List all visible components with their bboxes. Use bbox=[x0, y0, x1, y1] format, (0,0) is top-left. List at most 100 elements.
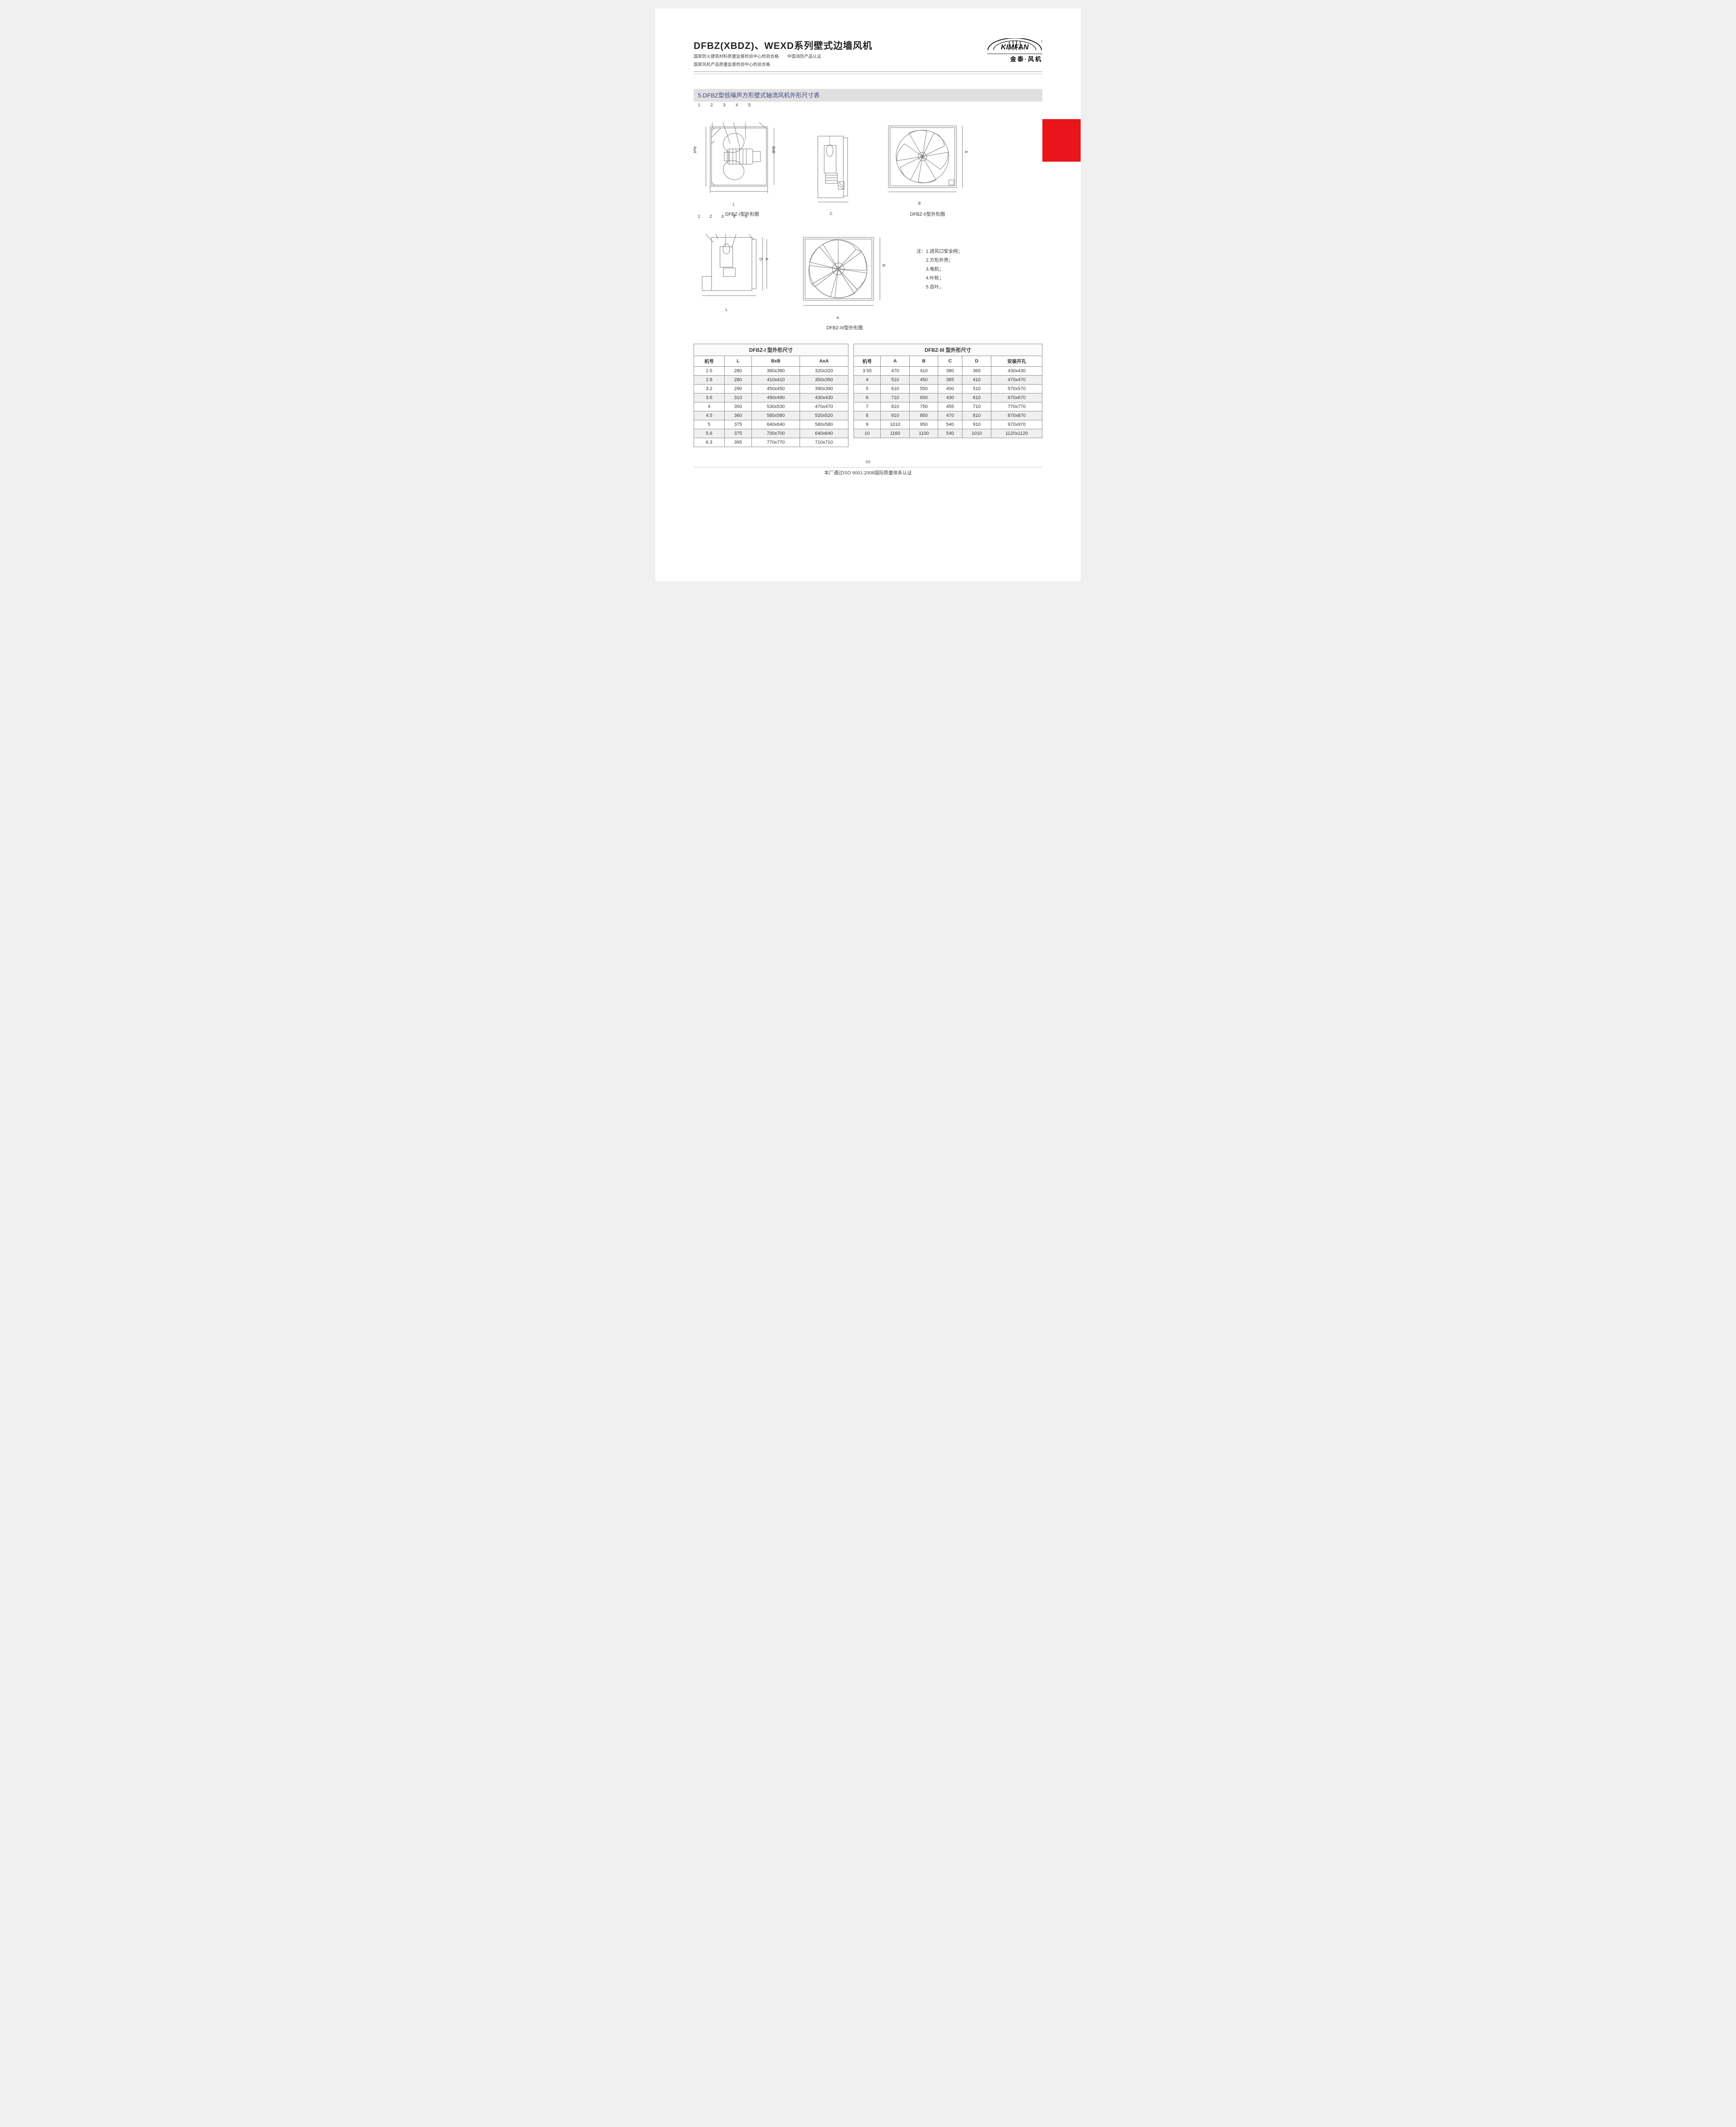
callout-row: 1 2 3 4 5 bbox=[698, 103, 751, 108]
diagram-dfbz1-side: 1 2 3 4 5 bbox=[694, 112, 791, 217]
table-row: 4350530x530470x470 bbox=[694, 402, 848, 411]
dim-b3: B bbox=[882, 264, 886, 267]
table-row: 5.6375700x700640x640 bbox=[694, 429, 848, 438]
table-cell: 430x430 bbox=[800, 393, 848, 402]
table-cell: 510 bbox=[881, 376, 910, 385]
table-cell: 550 bbox=[910, 385, 938, 393]
table-cell: 3.2 bbox=[694, 385, 725, 393]
table-cell: 280 bbox=[724, 376, 751, 385]
note-1: 1.进风口安全网； bbox=[926, 249, 962, 254]
table-cell: 400 bbox=[938, 385, 962, 393]
kimfan-logo-icon: KIMFAN ® bbox=[987, 38, 1042, 51]
caption-dfbz2: DFBZ-II型外形图 bbox=[879, 211, 976, 217]
table-cell: 2.5 bbox=[694, 367, 725, 376]
logo: KIMFAN ® 金泰·风机 bbox=[987, 38, 1042, 63]
diagram-dfbz2-front: A B DFBZ-II型外形图 bbox=[879, 112, 976, 217]
section-heading: 5.DFBZ型低噪声方形壁式轴流风机外形尺寸表 bbox=[694, 89, 1042, 102]
table-cell: 290 bbox=[724, 385, 751, 393]
table-header: AxA bbox=[800, 356, 848, 367]
dim-b2: B bbox=[918, 201, 921, 205]
table-cell: 1120x1120 bbox=[991, 429, 1042, 438]
table-cell: 650 bbox=[910, 393, 938, 402]
notes-heading: 注： bbox=[916, 249, 926, 254]
logo-subtext: 金泰·风机 bbox=[987, 54, 1042, 63]
table-row: 7810750455710770x770 bbox=[854, 402, 1042, 411]
subtitle-line-2: 国家风机产品质量监督检验中心检验合格 bbox=[694, 62, 987, 68]
table-cell: 320x320 bbox=[800, 367, 848, 376]
table-cell: 470x470 bbox=[991, 376, 1042, 385]
dim-bxb: BxB bbox=[771, 146, 776, 154]
table-cell: 3.6 bbox=[694, 393, 725, 402]
dim-a3b: A bbox=[837, 316, 839, 320]
table-header: D bbox=[962, 356, 991, 367]
table-header: BxB bbox=[752, 356, 800, 367]
table-cell: 410 bbox=[910, 367, 938, 376]
table-row: 5375640x640580x580 bbox=[694, 420, 848, 429]
table-cell: 770x770 bbox=[752, 438, 800, 447]
table-header: 机号 bbox=[694, 356, 725, 367]
table-row: 8910850470810870x870 bbox=[854, 411, 1042, 420]
dfbz3-side-drawing bbox=[699, 234, 771, 302]
table-cell: 360 bbox=[724, 411, 751, 420]
table-cell: 410 bbox=[962, 376, 991, 385]
table-cell: 450x450 bbox=[752, 385, 800, 393]
table-header: A bbox=[881, 356, 910, 367]
dfbz1-side-drawing bbox=[704, 123, 780, 195]
table-cell: 970x970 bbox=[991, 420, 1042, 429]
dim-axa: AxA bbox=[693, 146, 697, 154]
table-cell: 4 bbox=[854, 376, 881, 385]
table-cell: 580x580 bbox=[800, 420, 848, 429]
table-cell: 6.3 bbox=[694, 438, 725, 447]
table-cell: 710 bbox=[881, 393, 910, 402]
table-cell: 750 bbox=[910, 402, 938, 411]
table-row: 91010950540910970x970 bbox=[854, 420, 1042, 429]
table-dfbz1: DFBZ-I 型外形尺寸 机号LBxBAxA 2.5280380x380320x… bbox=[694, 344, 848, 447]
dfbz2-front-drawing bbox=[885, 123, 966, 195]
callout-2: 2 bbox=[711, 103, 713, 108]
table-cell: 5.6 bbox=[694, 429, 725, 438]
dim-d: D bbox=[759, 258, 763, 261]
diagram-dfbz2-side: C bbox=[803, 123, 866, 217]
table-header: 安装开孔 bbox=[991, 356, 1042, 367]
table-cell: 4 bbox=[694, 402, 725, 411]
dim-a2: A bbox=[964, 151, 968, 153]
header: DFBZ(XBDZ)、WEXD系列壁式边墙风机 国家防火建筑材料质量监督检验中心… bbox=[694, 38, 1042, 72]
table-cell: 670x670 bbox=[991, 393, 1042, 402]
table-cell: 580x580 bbox=[752, 411, 800, 420]
callout-3: 3 bbox=[723, 103, 726, 108]
table-row: 5610550400510570x570 bbox=[854, 385, 1042, 393]
table-cell: 4.5 bbox=[694, 411, 725, 420]
table-cell: 350 bbox=[724, 402, 751, 411]
table2-title: DFBZ-III 型外形尺寸 bbox=[854, 344, 1042, 356]
table-cell: 390x390 bbox=[800, 385, 848, 393]
table-cell: 810 bbox=[881, 402, 910, 411]
table-cell: 1010 bbox=[962, 429, 991, 438]
table-header: 机号 bbox=[854, 356, 881, 367]
dfbz3-front-drawing bbox=[800, 234, 885, 308]
dim-l: L bbox=[733, 202, 735, 206]
table-row: 6710650430610670x670 bbox=[854, 393, 1042, 402]
table-cell: 9 bbox=[854, 420, 881, 429]
table-cell: 470 bbox=[938, 411, 962, 420]
subtitle-line-1: 国家防火建筑材料质量监督检验中心检验合格 中国消防产品认证 bbox=[694, 54, 987, 60]
table-header: L bbox=[724, 356, 751, 367]
table-cell: 395 bbox=[724, 438, 751, 447]
table-cell: 810 bbox=[962, 411, 991, 420]
table-cell: 385 bbox=[938, 376, 962, 385]
callout-3b: 3 bbox=[721, 214, 724, 219]
table-cell: 375 bbox=[724, 420, 751, 429]
callout-2b: 2 bbox=[710, 214, 712, 219]
table-cell: 610 bbox=[962, 393, 991, 402]
callout-4b: 4 bbox=[733, 214, 736, 219]
table-cell: 470x470 bbox=[800, 402, 848, 411]
footer-divider bbox=[694, 467, 1042, 468]
diagram-row-1: 1 2 3 4 5 bbox=[694, 112, 1042, 217]
table-cell: 640x640 bbox=[752, 420, 800, 429]
callout-5: 5 bbox=[748, 103, 751, 108]
table-cell: 1100 bbox=[910, 429, 938, 438]
table-cell: 280 bbox=[724, 367, 751, 376]
table-cell: 8 bbox=[854, 411, 881, 420]
table-row: 4510450385410470x470 bbox=[854, 376, 1042, 385]
svg-text:KIMFAN: KIMFAN bbox=[1001, 43, 1029, 51]
table-cell: 510 bbox=[962, 385, 991, 393]
